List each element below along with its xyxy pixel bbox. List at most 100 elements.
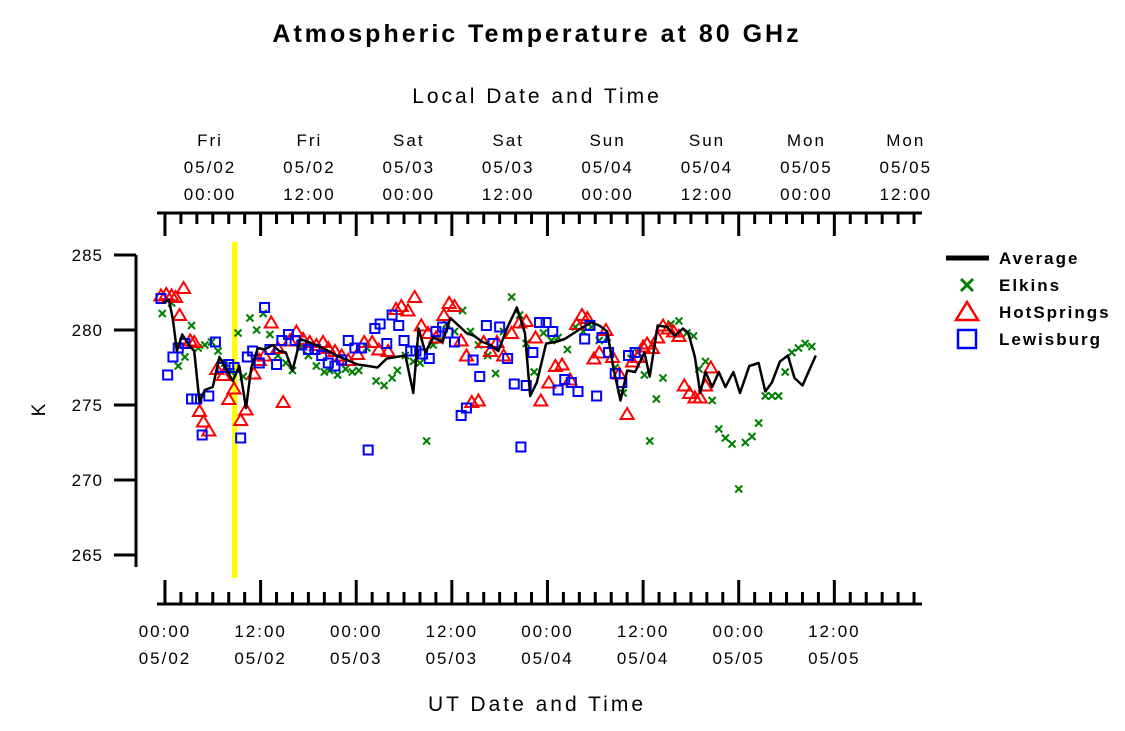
elkins-point: [387, 373, 397, 383]
top-tick-date: 05/04: [581, 158, 634, 177]
top-tick-day: Fri: [197, 131, 223, 150]
y-tick-label: 265: [72, 546, 103, 565]
elkins-point: [714, 424, 724, 434]
legend-item-elkins: Elkins: [959, 276, 1059, 295]
elkins-point: [800, 339, 810, 348]
lewisburg-point: [559, 374, 571, 385]
bottom-tick-time: 00:00: [330, 622, 383, 641]
lewisburg-point: [393, 320, 405, 331]
elkins-point: [754, 418, 763, 428]
lewisburg-point: [449, 336, 460, 348]
elkins-point: [563, 345, 572, 354]
bottom-tick-date: 05/04: [617, 649, 670, 668]
elkins-point: [640, 370, 649, 380]
top-tick-day: Mon: [886, 131, 925, 150]
y-axis-ticks: 265 270 275 280 285: [72, 246, 136, 565]
elkins-point: [422, 436, 431, 446]
lewisburg-point: [591, 390, 603, 402]
top-tick-time: 12:00: [681, 185, 734, 204]
bottom-tick-date: 05/02: [234, 649, 287, 668]
hotsprings-point: [532, 392, 550, 407]
top-tick-date: 05/02: [283, 158, 336, 177]
hotsprings-point: [452, 332, 470, 347]
lewisburg-point: [460, 402, 472, 414]
legend-swatch: [959, 277, 975, 293]
lewisburg-point: [276, 335, 288, 346]
hotsprings-point: [262, 314, 280, 329]
hotsprings-point: [393, 298, 410, 312]
lewisburg-point: [381, 338, 393, 349]
chart-title: Atmospheric Temperature at 80 GHz: [272, 20, 801, 48]
lewisburg-point: [329, 360, 341, 372]
elkins-point: [734, 484, 743, 494]
hotsprings-point: [167, 289, 184, 303]
elkins-point: [780, 367, 790, 377]
y-tick-label: 280: [72, 321, 103, 340]
lewisburg-point: [603, 347, 615, 358]
lewisburg-point: [502, 353, 514, 364]
lewisburg-point: [520, 380, 532, 391]
hotsprings-point: [220, 391, 237, 405]
lewisburg-point: [474, 371, 486, 382]
top-tick-day: Sun: [689, 131, 725, 150]
hotsprings-point: [649, 329, 666, 344]
lewisburg-point: [467, 354, 479, 366]
lewisburg-point: [534, 317, 545, 328]
elkins-point: [774, 391, 783, 401]
hotsprings-point: [185, 334, 203, 348]
elkins-point: [333, 370, 342, 380]
plot-area: [152, 280, 817, 494]
hotsprings-point: [406, 289, 423, 303]
lewisburg-point: [282, 329, 294, 340]
top-tick-time: 12:00: [283, 185, 336, 204]
y-axis-title: K: [29, 403, 50, 416]
lewisburg-point: [196, 429, 208, 441]
top-tick-date: 05/05: [780, 158, 833, 177]
y-tick-label: 285: [72, 246, 103, 265]
lewisburg-point: [362, 444, 374, 456]
top-tick-time: 12:00: [482, 185, 535, 204]
legend: Average Elkins HotSprings Lewisburg: [946, 249, 1109, 350]
elkins-point: [652, 394, 661, 404]
lewisburg-point: [480, 320, 492, 331]
top-tick-day: Fri: [296, 131, 322, 150]
elkins-point: [727, 439, 737, 449]
lewisburg-point: [235, 432, 247, 444]
lewisburg-point: [167, 351, 179, 363]
lewisburg-point: [253, 357, 265, 369]
elkins-point: [707, 396, 717, 405]
series-line-average: [161, 298, 817, 410]
elkins-point: [674, 316, 684, 326]
hotsprings-point: [579, 310, 596, 324]
elkins-point: [187, 321, 196, 330]
bottom-tick-time: 12:00: [808, 622, 861, 641]
lewisburg-point: [342, 335, 354, 346]
top-tick-day: Sat: [492, 131, 524, 150]
elkins-point: [507, 292, 516, 302]
bottom-tick-date: 05/03: [330, 649, 383, 668]
lewisburg-point: [356, 342, 368, 354]
elkins-point: [174, 361, 183, 371]
lewisburg-point: [552, 384, 564, 396]
elkins-point: [379, 381, 389, 390]
top-tick-date: 05/04: [681, 158, 734, 177]
elkins-point: [265, 330, 275, 339]
lewisburg-point: [203, 390, 215, 402]
hotsprings-point: [553, 356, 571, 371]
legend-swatch: [953, 299, 981, 322]
bottom-tick-date: 05/05: [712, 649, 765, 668]
hotsprings-point: [320, 340, 337, 354]
lewisburg-point: [209, 336, 221, 348]
elkins-point: [721, 433, 730, 443]
hotsprings-point: [171, 307, 188, 321]
lewisburg-point: [596, 332, 608, 343]
hotsprings-point: [482, 343, 499, 357]
top-tick-time: 00:00: [780, 185, 833, 204]
hotsprings-point: [191, 403, 208, 417]
hotsprings-point: [517, 313, 535, 327]
bottom-tick-time: 12:00: [617, 622, 670, 641]
hotsprings-point: [527, 329, 544, 344]
y-tick-label: 270: [72, 471, 103, 490]
top-tick-time: 00:00: [184, 185, 237, 204]
